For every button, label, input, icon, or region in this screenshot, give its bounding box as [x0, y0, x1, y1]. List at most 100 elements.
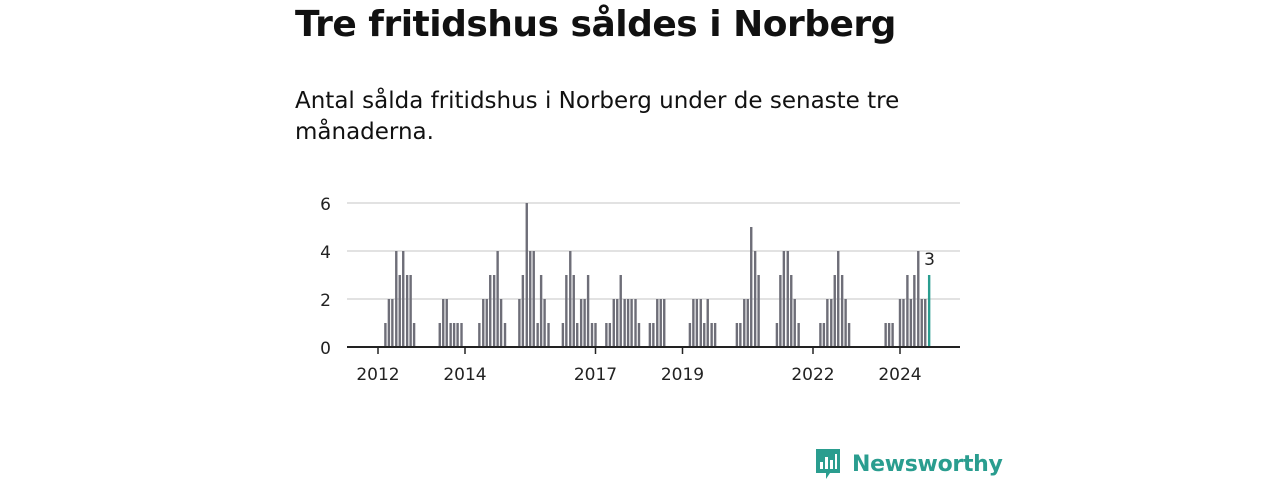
bar	[659, 299, 662, 347]
bar	[482, 299, 485, 347]
bar	[648, 323, 652, 347]
bar	[518, 299, 521, 347]
x-tick-label: 2019	[661, 365, 704, 385]
bar	[844, 299, 847, 347]
y-tick-label: 0	[320, 339, 331, 359]
bar	[688, 323, 692, 347]
bar	[405, 275, 409, 347]
bar	[699, 299, 702, 347]
bar	[626, 299, 630, 347]
newsworthy-brand[interactable]: Newsworthy	[814, 446, 1003, 482]
bar	[739, 323, 742, 347]
bar	[623, 299, 626, 347]
bar	[782, 251, 786, 347]
bar	[847, 323, 851, 347]
bar	[402, 251, 405, 347]
bar	[656, 299, 659, 347]
highlight-value-label: 3	[924, 250, 935, 270]
bar	[695, 299, 699, 347]
bar	[536, 323, 539, 347]
x-tick-label: 2022	[791, 365, 834, 385]
bar	[909, 299, 913, 347]
bar	[757, 275, 760, 347]
bar	[840, 275, 844, 347]
bar	[924, 299, 927, 347]
bar	[826, 299, 829, 347]
bar	[547, 323, 550, 347]
bar	[891, 323, 894, 347]
bar	[456, 323, 459, 347]
bar	[499, 299, 503, 347]
bars	[384, 203, 931, 347]
x-tick-label: 2014	[443, 365, 486, 385]
bar	[786, 251, 789, 347]
bar	[706, 299, 709, 347]
bar	[460, 323, 463, 347]
bar	[913, 275, 916, 347]
bar	[438, 323, 441, 347]
bar	[746, 299, 749, 347]
bar	[887, 323, 891, 347]
bar	[525, 203, 528, 347]
bar	[608, 323, 612, 347]
y-tick-label: 4	[320, 243, 331, 263]
bar	[637, 323, 641, 347]
brand-name: Newsworthy	[852, 451, 1003, 477]
bar	[395, 251, 398, 347]
bar	[793, 299, 796, 347]
bar	[713, 323, 717, 347]
bar	[384, 323, 387, 347]
bar	[539, 275, 543, 347]
bar	[579, 299, 583, 347]
bar	[822, 323, 826, 347]
bar	[917, 251, 920, 347]
bar	[391, 299, 394, 347]
y-tick-label: 2	[320, 291, 331, 311]
chart-subtitle: Antal sålda fritidshus i Norberg under d…	[295, 88, 900, 145]
bar	[565, 275, 568, 347]
bar	[442, 299, 445, 347]
bar	[496, 251, 499, 347]
bar	[561, 323, 565, 347]
bar	[594, 323, 597, 347]
page-title: Tre fritidshus såldes i Norberg	[295, 4, 896, 45]
bar	[586, 275, 590, 347]
bar	[612, 299, 615, 347]
bar	[409, 275, 412, 347]
bar	[449, 323, 452, 347]
bar	[710, 323, 713, 347]
bar	[412, 323, 416, 347]
highlight-bar	[927, 275, 931, 347]
gridlines	[347, 202, 960, 300]
newsworthy-logo-icon	[816, 449, 840, 479]
bar	[543, 299, 546, 347]
bar	[819, 323, 822, 347]
bar	[735, 323, 739, 347]
bar	[797, 323, 800, 347]
bar	[902, 299, 905, 347]
bar	[521, 275, 525, 347]
bar	[790, 275, 793, 347]
bar	[692, 299, 695, 347]
x-tick-label: 2012	[356, 365, 399, 385]
bar	[906, 275, 909, 347]
bar	[572, 275, 575, 347]
bar	[616, 299, 619, 347]
bar	[898, 299, 902, 347]
bar	[489, 275, 492, 347]
bar	[387, 299, 391, 347]
bar	[529, 251, 532, 347]
bar	[605, 323, 608, 347]
bar	[619, 275, 622, 347]
bar	[583, 299, 586, 347]
bar	[532, 251, 535, 347]
bar	[569, 251, 572, 347]
x-tick-label: 2024	[878, 365, 921, 385]
bar	[884, 323, 887, 347]
bar	[398, 275, 401, 347]
bar	[830, 299, 833, 347]
bar	[445, 299, 448, 347]
bar	[452, 323, 456, 347]
bar	[663, 299, 666, 347]
